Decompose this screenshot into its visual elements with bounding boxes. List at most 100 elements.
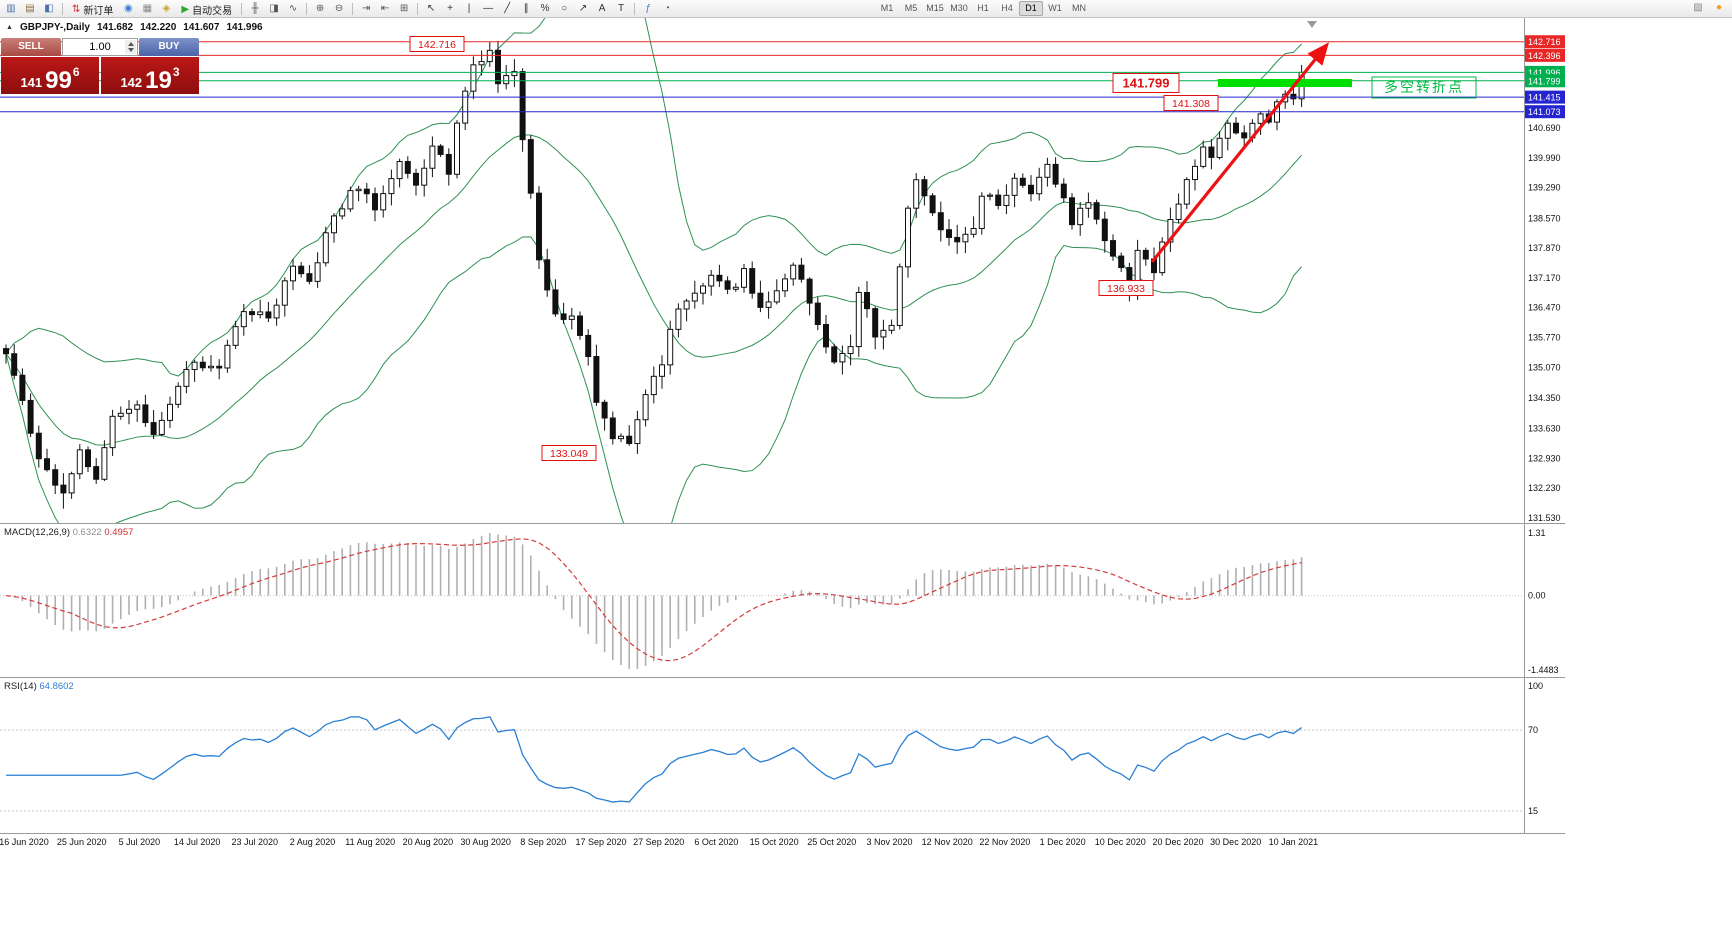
- date-axis-label: 5 Jul 2020: [119, 837, 161, 847]
- chart-canvas[interactable]: 142.716142.396141.996141.799141.415141.0…: [0, 18, 1565, 852]
- timeframe-m15-button[interactable]: M15: [926, 3, 944, 13]
- timeframe-m30-button[interactable]: M30: [950, 3, 968, 13]
- price-tag-label: 141.799: [1528, 76, 1561, 86]
- vertical-line-icon[interactable]: |: [467, 2, 471, 14]
- tile-windows-icon[interactable]: ⊞: [399, 2, 409, 14]
- price-axis[interactable]: 140.690 139.990 139.290 138.570 137.870 137.1…: [1528, 123, 1561, 523]
- rsi-label: RSI(14) 64.8602: [4, 681, 74, 692]
- sell-price-point: 6: [72, 65, 80, 79]
- arrows-icon[interactable]: ↗: [578, 2, 588, 14]
- new-chart-icon[interactable]: ▥: [6, 2, 16, 14]
- notifications-icon[interactable]: ●: [1715, 2, 1723, 13]
- highlight-band-object[interactable]: [1218, 79, 1352, 87]
- volume-up-icon[interactable]: [127, 42, 134, 46]
- macd-signal-line: [5, 538, 1302, 662]
- volume-spinner[interactable]: [125, 40, 136, 54]
- autotrading-icon: ▶: [181, 3, 190, 15]
- price-callout[interactable]: [1163, 95, 1219, 111]
- note-label-object[interactable]: [1371, 76, 1477, 99]
- sell-price-main: 141: [20, 74, 43, 90]
- price-callout[interactable]: [541, 445, 597, 461]
- toolbar-separator: [634, 3, 636, 15]
- price-callout[interactable]: [1098, 280, 1154, 296]
- bar-chart-icon[interactable]: ╫: [251, 2, 259, 14]
- chart-shift-icon[interactable]: ⇤: [380, 2, 390, 14]
- date-axis-label: 11 Aug 2020: [345, 837, 395, 847]
- date-axis-label: 20 Aug 2020: [403, 837, 454, 847]
- timeframe-m1-button[interactable]: M1: [880, 3, 894, 13]
- date-axis-label: 1 Dec 2020: [1040, 837, 1086, 847]
- price-tag-label: 142.716: [1528, 37, 1561, 47]
- trend-arrow-object[interactable]: [1150, 42, 1330, 264]
- sell-button[interactable]: SELL: [1, 38, 61, 56]
- auto-scroll-icon[interactable]: ⇥: [361, 2, 371, 14]
- timeframe-h4-button[interactable]: H4: [1001, 3, 1013, 13]
- text-icon[interactable]: A: [598, 2, 606, 14]
- buy-price-display[interactable]: 142 19 3: [101, 57, 199, 94]
- macd-axis-label: 0.00: [1528, 591, 1546, 601]
- price-tag-label: 141.073: [1528, 107, 1561, 117]
- chart-window-icon[interactable]: ◧: [44, 2, 54, 14]
- cursor-icon[interactable]: ↖: [426, 2, 436, 14]
- line-chart-icon[interactable]: ∿: [288, 2, 298, 14]
- date-axis[interactable]: 16 Jun 2020 25 Jun 2020 5 Jul 2020 14 Jul 2…: [0, 837, 1318, 847]
- autotrading-button-label: 自动交易: [192, 5, 233, 17]
- buy-button[interactable]: BUY: [139, 38, 199, 56]
- ohlc-low: 141.607: [183, 22, 220, 33]
- fibonacci-icon[interactable]: %: [540, 2, 550, 14]
- date-axis-label: 16 Jun 2020: [0, 837, 49, 847]
- one-click-collapse-icon[interactable]: ▲: [6, 24, 13, 31]
- navigator-icon[interactable]: ◈: [162, 2, 171, 14]
- macd-axis-label: -1.4483: [1528, 665, 1559, 675]
- candlestick-chart-icon[interactable]: ◨: [269, 2, 279, 14]
- indicators-icon[interactable]: ƒ: [645, 2, 651, 14]
- price-tag-label: 141.996: [1528, 68, 1561, 78]
- date-axis-label: 30 Dec 2020: [1210, 837, 1261, 847]
- data-window-icon[interactable]: ▦: [142, 2, 153, 14]
- periods-icon[interactable]: ◔: [664, 2, 671, 14]
- volume-input[interactable]: 1.00: [62, 38, 138, 56]
- price-callout[interactable]: [1112, 73, 1180, 93]
- price-callout-label: 133.049: [550, 448, 588, 460]
- new-order-button-label: 新订单: [83, 5, 114, 17]
- timeframe-w1-button[interactable]: W1: [1048, 3, 1062, 13]
- text-label-icon[interactable]: T: [618, 2, 625, 14]
- timeframe-d1-button[interactable]: D1: [1019, 1, 1043, 16]
- crosshair-icon[interactable]: +: [447, 2, 454, 14]
- autotrading-button[interactable]: ▶ 自动交易: [176, 2, 237, 17]
- timeframe-mn-button[interactable]: MN: [1072, 3, 1086, 13]
- new-order-button[interactable]: ⇅ 新订单: [67, 2, 118, 17]
- timeframe-m5-button[interactable]: M5: [904, 3, 918, 13]
- date-axis-label: 12 Nov 2020: [922, 837, 973, 847]
- date-axis-label: 20 Dec 2020: [1152, 837, 1203, 847]
- price-callout-label: 142.716: [418, 39, 456, 51]
- zoom-out-icon[interactable]: ⊖: [334, 2, 344, 14]
- date-axis-label: 10 Jan 2021: [1269, 837, 1319, 847]
- zoom-in-icon[interactable]: ⊕: [315, 2, 325, 14]
- market-watch-icon[interactable]: ◉: [124, 2, 133, 14]
- ohlc-close: 141.996: [226, 22, 263, 33]
- sell-price-display[interactable]: 141 99 6: [1, 57, 99, 94]
- horizontal-line-icon[interactable]: —: [483, 2, 494, 14]
- chart-shift-marker[interactable]: [1307, 21, 1317, 28]
- channel-icon[interactable]: ∥: [523, 2, 529, 14]
- trendline-icon[interactable]: ╱: [504, 2, 511, 14]
- volume-down-icon[interactable]: [127, 48, 134, 52]
- price-callout-label: 141.308: [1172, 98, 1210, 110]
- date-axis-label: 27 Sep 2020: [633, 837, 684, 847]
- price-axis-label: 140.690: [1528, 123, 1561, 133]
- note-label-text: 多空转折点: [1384, 79, 1464, 95]
- help-icon[interactable]: ▨: [1693, 2, 1703, 13]
- toolbar-separator: [306, 3, 308, 15]
- chart-window[interactable]: 142.716 142.396 141.996 141.799 141.415 141.0…: [0, 18, 1732, 938]
- timeframe-h1-button[interactable]: H1: [977, 3, 989, 13]
- horizontal-line-objects[interactable]: [0, 41, 1524, 113]
- price-callout[interactable]: [409, 36, 465, 52]
- shapes-icon[interactable]: ○: [561, 2, 568, 14]
- profiles-icon[interactable]: ▤: [25, 2, 35, 14]
- timeframe-toolbar: M1 M5 M15 M30 H1 H4 D1 W1 MN: [875, 1, 1091, 16]
- price-axis-label: 137.170: [1528, 273, 1561, 283]
